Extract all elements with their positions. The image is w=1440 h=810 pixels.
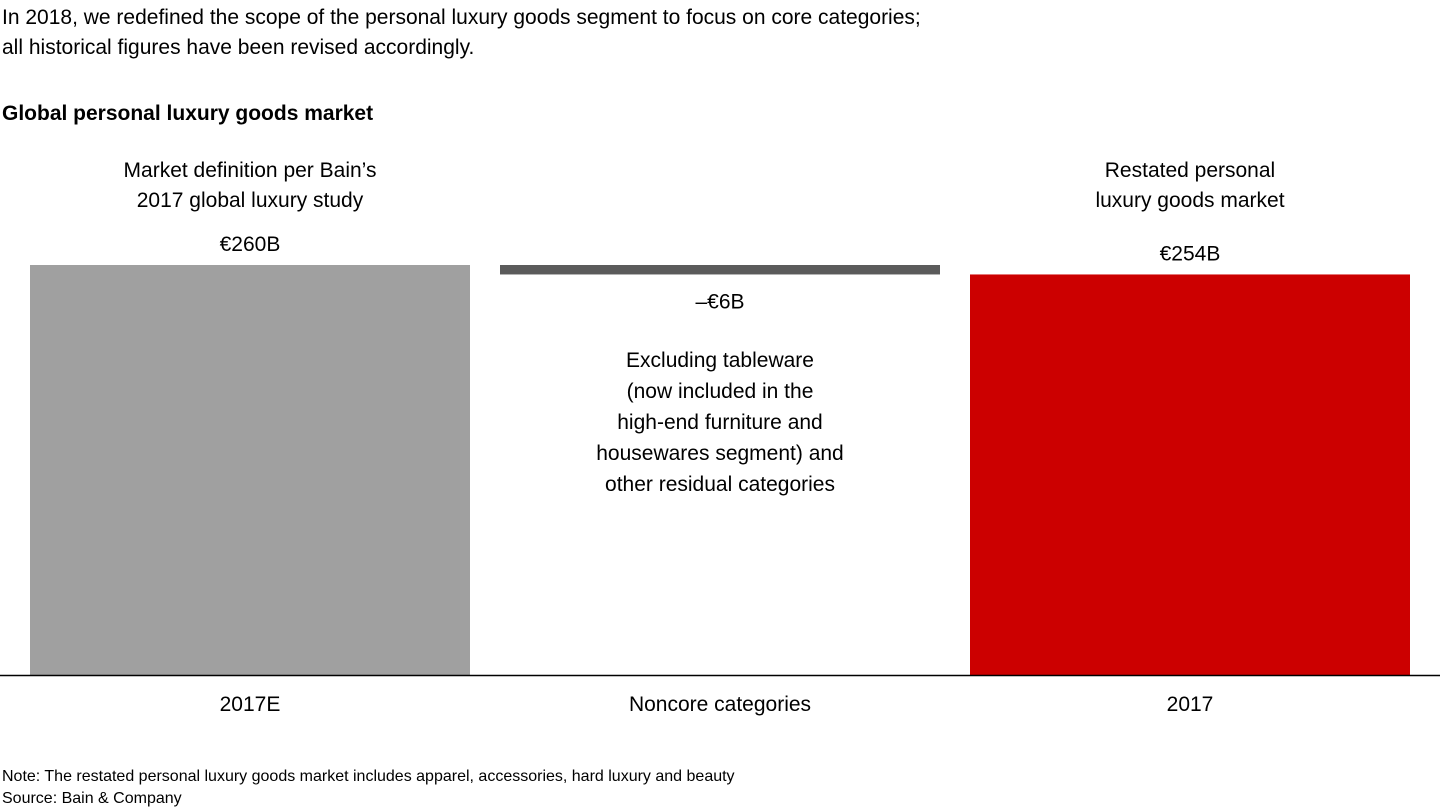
bar-top-label-2017e-line-2: 2017 global luxury study: [136, 189, 364, 212]
intro-line-2: all historical figures have been revised…: [2, 36, 475, 59]
footer: Note: The restated personal luxury goods…: [2, 766, 735, 810]
bar-2017e: [30, 265, 470, 675]
chart-title: Global personal luxury goods market: [2, 102, 374, 125]
bar-2017: [970, 274, 1410, 675]
category-label-2017: 2017: [1167, 693, 1214, 716]
noncore-annotation-line-5: other residual categories: [605, 473, 835, 496]
noncore-annotation-line-4: housewares segment) and: [596, 442, 844, 465]
bar-top-label-2017e-line-1: Market definition per Bain’s: [123, 159, 377, 182]
noncore-annotation: Excluding tableware (now included in the…: [500, 345, 940, 500]
bar-top-label-2017: Restated personal luxury goods market: [970, 156, 1410, 216]
noncore-annotation-line-3: high-end furniture and: [617, 411, 823, 434]
bar-top-label-2017-line-1: Restated personal: [1104, 159, 1276, 182]
bar-top-label-2017-line-2: luxury goods market: [1095, 189, 1285, 212]
intro-line-1: In 2018, we redefined the scope of the p…: [2, 6, 921, 29]
bar-noncore-categories: [500, 265, 940, 275]
footer-note: Note: The restated personal luxury goods…: [2, 768, 735, 785]
category-label-noncore-categories: Noncore categories: [629, 693, 811, 716]
category-label-2017e: 2017E: [220, 693, 281, 716]
value-label-2017e: €260B: [220, 233, 281, 256]
noncore-annotation-line-1: Excluding tableware: [626, 349, 814, 372]
footer-source: Source: Bain & Company: [2, 790, 182, 807]
value-label-noncore-categories: –€6B: [695, 290, 744, 313]
noncore-annotation-line-2: (now included in the: [626, 380, 814, 403]
bar-top-label-2017e: Market definition per Bain’s 2017 global…: [30, 156, 470, 216]
intro-text: In 2018, we redefined the scope of the p…: [2, 3, 1202, 63]
value-label-2017: €254B: [1160, 242, 1221, 265]
